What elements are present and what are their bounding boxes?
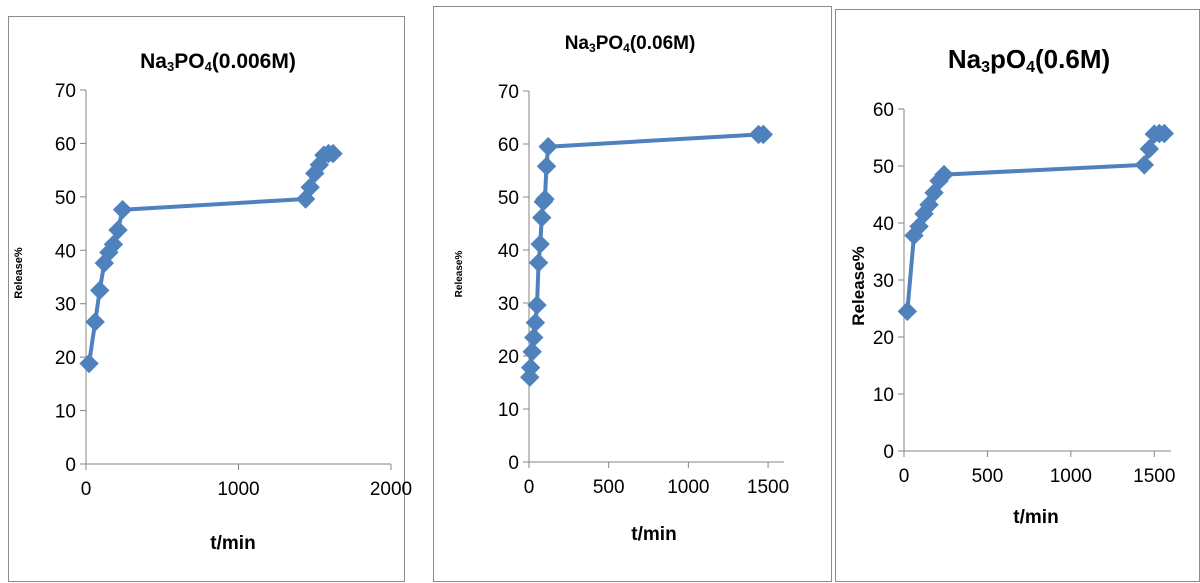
chart-panel-1: Na3PO4(0.006M) 0 10 20 30 40 50 60 70 0 1000 2000 … — [8, 16, 412, 582]
chart-2-x-tick-label: 500 — [593, 477, 625, 498]
chart-2-series-line — [527, 132, 764, 378]
chart-1-series-line — [87, 151, 334, 364]
chart-3-y-tick-label: 40 — [873, 214, 894, 235]
chart-1-y-tick-label: 0 — [65, 455, 76, 476]
chart-3-y-tick-label: 20 — [873, 328, 894, 349]
chart-3-x-tick-label: 0 — [899, 466, 910, 487]
chart-1-data-point — [79, 353, 99, 374]
chart-3-y-axis-label: Release% — [849, 246, 868, 325]
chart-2-data-point — [520, 357, 541, 378]
chart-1-y-tick-label: 10 — [55, 402, 76, 423]
chart-1-data-point — [112, 199, 133, 220]
chart-1-data-point — [295, 189, 316, 209]
chart-2-data-point — [520, 367, 540, 387]
chart-2-y-tick-label: 20 — [498, 347, 519, 368]
chart-1-data-point — [103, 234, 124, 255]
chart-2-data-point — [528, 253, 549, 273]
chart-2-x-axis-label: t/min — [631, 524, 676, 545]
chart-1-y-tick-label: 30 — [55, 295, 76, 316]
chart-3-y-tick-label: 10 — [873, 385, 894, 406]
chart-1-x-tick-label: 1000 — [217, 479, 259, 500]
chart-2-y-tick-label: 60 — [498, 135, 519, 156]
chart-2-data-point — [532, 207, 552, 228]
chart-2-y-tick-label: 10 — [498, 400, 519, 421]
chart-2-y-tick-label: 70 — [498, 82, 519, 103]
chart-3-y-tick-label: 30 — [873, 271, 894, 292]
chart-3-x-tick-label: 1500 — [1133, 466, 1175, 487]
chart-1-y-tick-label: 70 — [55, 81, 76, 102]
chart-1-x-tick-label: 0 — [81, 479, 92, 500]
chart-3-data-point — [934, 164, 954, 185]
chart-2-y-tick-label: 40 — [498, 241, 519, 262]
chart-2-x-tick-label: 1500 — [747, 477, 789, 498]
chart-3-x-axis-label: t/min — [1013, 507, 1058, 528]
chart-1-title: Na3PO4(0.006M) — [140, 50, 296, 74]
chart-2-data-point — [535, 189, 555, 209]
chart-2-data-point — [527, 295, 547, 315]
chart-3-y-tick-label: 50 — [873, 157, 894, 178]
chart-1-y-tick-label: 50 — [55, 188, 76, 209]
chart-3-plot-area: 0 10 20 30 40 50 60 0 500 1000 1500 — [873, 100, 1176, 487]
chart-3-svg: Na3pO4(0.6M) 0 10 20 30 40 50 60 0 500 1000 1500 t… — [849, 44, 1176, 528]
chart-3-data-point — [897, 301, 918, 322]
chart-3-data-point — [1134, 155, 1155, 175]
chart-2-data-point — [525, 312, 546, 333]
chart-2-data-point — [530, 234, 550, 254]
chart-panel-3: Na3pO4(0.6M) 0 10 20 30 40 50 60 0 500 1000 1500 t… — [835, 9, 1200, 582]
chart-3-y-tick-label: 60 — [873, 100, 894, 121]
chart-2-plot-area: 0 10 20 30 40 50 60 70 0 500 1000 1500 — [498, 82, 789, 498]
chart-3-data-point — [1139, 139, 1160, 159]
chart-3-series-line — [905, 131, 1165, 312]
chart-1-x-axis-label: t/min — [210, 533, 255, 554]
chart-2-y-axis-label: Release% — [454, 251, 465, 298]
chart-2-svg: Na3PO4(0.06M) 0 10 20 30 40 50 60 70 0 500 1000 150… — [454, 33, 789, 545]
chart-2-y-tick-label: 50 — [498, 188, 519, 209]
chart-3-data-point — [1154, 123, 1175, 144]
chart-2-title: Na3PO4(0.06M) — [565, 33, 696, 55]
chart-1-y-tick-label: 60 — [55, 134, 76, 155]
chart-2-x-tick-label: 0 — [524, 477, 535, 498]
chart-2-data-point — [524, 327, 544, 348]
chart-1-data-point — [108, 220, 128, 240]
chart-2-data-point — [536, 156, 557, 176]
chart-1-x-tick-label: 2000 — [370, 479, 412, 500]
chart-1-y-tick-label: 20 — [55, 348, 76, 369]
chart-3-data-point — [909, 216, 929, 237]
chart-2-data-point — [538, 136, 558, 157]
chart-2-x-tick-label: 1000 — [667, 477, 709, 498]
chart-1-data-point — [85, 312, 105, 332]
chart-panel-2: Na3PO4(0.06M) 0 10 20 30 40 50 60 70 0 500 1000 150… — [433, 6, 832, 582]
chart-1-data-point — [323, 143, 343, 164]
chart-3-title: Na3pO4(0.6M) — [948, 44, 1110, 76]
chart-2-data-point — [522, 342, 542, 362]
chart-2-data-point — [753, 124, 773, 145]
chart-2-y-tick-label: 0 — [508, 453, 519, 474]
chart-2-y-tick-label: 30 — [498, 294, 519, 315]
chart-3-y-tick-label: 0 — [883, 442, 894, 463]
chart-3-x-tick-label: 500 — [972, 466, 1004, 487]
chart-1-y-axis-label: Release% — [13, 247, 25, 299]
chart-1-plot-area: 0 10 20 30 40 50 60 70 0 1000 2000 — [55, 81, 412, 500]
chart-1-data-point — [90, 280, 110, 301]
chart-3-x-tick-label: 1000 — [1050, 466, 1092, 487]
chart-1-y-tick-label: 40 — [55, 241, 76, 262]
